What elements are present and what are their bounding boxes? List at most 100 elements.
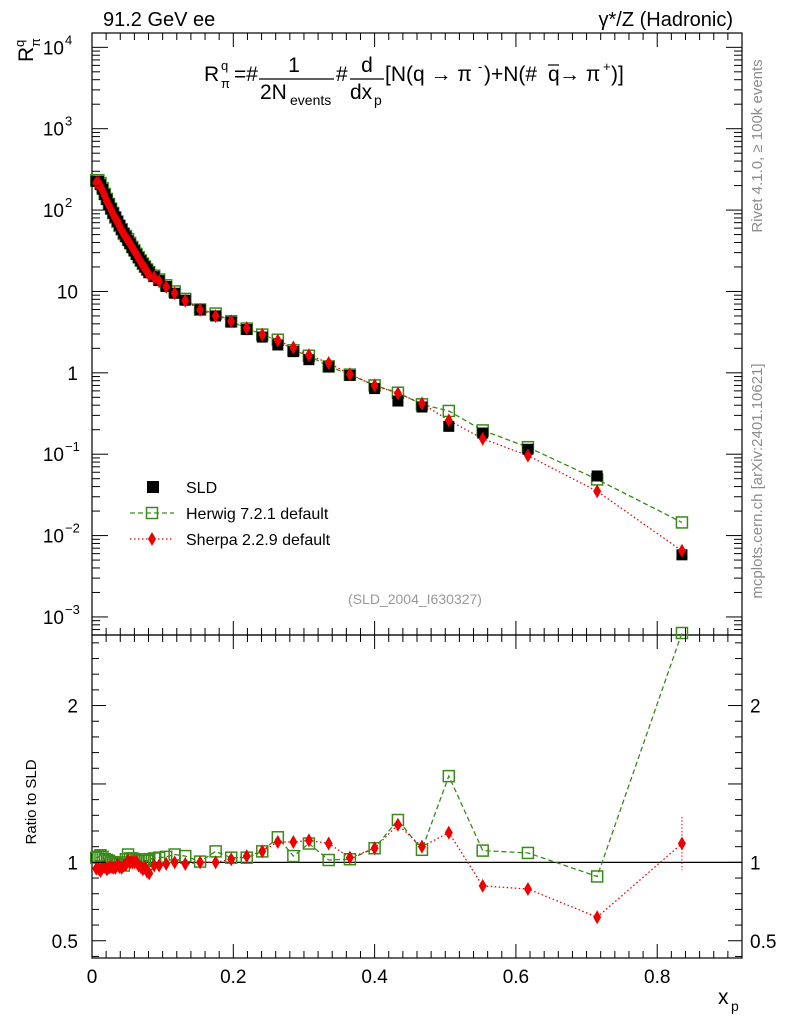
legend-label-sld: SLD <box>186 480 217 497</box>
sherpa-ratio-point <box>393 817 402 832</box>
sherpa-point <box>132 247 141 262</box>
sherpa-point <box>677 543 686 558</box>
sherpa-ratio-point <box>145 866 154 881</box>
formula-den-sub: events <box>290 92 331 108</box>
formula-sup2: + <box>603 59 611 74</box>
herwig-ratio-point <box>521 846 535 860</box>
y-tick-label: 10 <box>57 282 78 303</box>
sherpa-point <box>273 333 282 348</box>
ratio-tick-label-right: 0.5 <box>750 932 776 953</box>
y-tick-label-base: 1 <box>67 364 78 385</box>
ratio-tick-label-right: 2 <box>750 697 761 718</box>
sherpa-point <box>304 348 313 363</box>
rivet-version-label: Rivet 4.1.0, ≥ 100k events <box>749 59 766 232</box>
y-tick-label-base: 10 <box>43 38 64 59</box>
y-axis-label-sup: q <box>12 40 27 47</box>
formula-dden: dx <box>350 81 373 104</box>
sherpa-ratio-point <box>677 836 686 851</box>
analysis-tag: (SLD_2004_I630327) <box>348 591 482 607</box>
y-tick-label-base: 10 <box>43 120 64 141</box>
x-axis-label-sub: p <box>731 998 739 1014</box>
sherpa-point <box>478 431 487 446</box>
sherpa-point <box>170 286 179 301</box>
y-tick-label-exp: −2 <box>65 521 80 536</box>
ratio-tick-label: 0.5 <box>52 932 78 953</box>
sherpa-ratio-point <box>211 855 220 870</box>
sherpa-ratio-point <box>258 844 267 859</box>
y-axis-label-sub: π <box>28 38 43 47</box>
legend-label-herwig: Herwig 7.2.1 default <box>186 506 329 523</box>
herwig-ratio-point <box>322 853 335 867</box>
formula-den: 2N <box>260 81 287 104</box>
sherpa-ratio-point <box>289 834 298 849</box>
sherpa-point <box>181 293 190 308</box>
y-tick-label: 10 −1 <box>43 439 80 466</box>
formula-bracket: [N(q → π <box>385 63 472 86</box>
herwig-ratio-point <box>209 845 222 858</box>
sherpa-point <box>242 321 251 336</box>
sherpa-line <box>96 182 683 552</box>
legend-label-sherpa: Sherpa 2.2.9 default <box>186 532 331 549</box>
sherpa-ratio-point <box>170 855 179 870</box>
sherpa-ratio-point <box>162 856 171 871</box>
y-tick-label-exp: −3 <box>65 602 80 617</box>
y-tick-label: 10 −3 <box>43 602 80 629</box>
sherpa-ratio-point <box>242 849 251 864</box>
ratio-plot-frame <box>91 634 743 959</box>
formula-num: 1 <box>288 54 300 77</box>
y-tick-label: 1 <box>67 364 78 385</box>
sherpa-ratio-point <box>273 834 282 849</box>
y-tick-label: 10 4 <box>43 32 72 59</box>
x-tick-label: 0.6 <box>503 967 529 988</box>
ratio-tick-label-right: 1 <box>750 853 761 874</box>
y-tick-label-base: 10 <box>43 608 64 629</box>
y-tick-label: 10 2 <box>43 195 72 222</box>
y-tick-label-exp: 2 <box>65 195 72 210</box>
sherpa-point <box>155 274 164 289</box>
sherpa-ratio-point <box>155 858 164 873</box>
ratio-y-label: Ratio to SLD <box>23 759 40 844</box>
herwig-ratio-point <box>442 769 456 783</box>
sherpa-point <box>196 302 205 317</box>
sherpa-point <box>289 340 298 355</box>
energy-label: 91.2 GeV ee <box>103 9 215 31</box>
formula-sup1: - <box>478 59 482 74</box>
ratio-tick-label: 1 <box>67 853 78 874</box>
sherpa-ratio-point <box>593 910 602 925</box>
y-tick-label: 10 3 <box>43 114 72 141</box>
y-tick-label-base: 10 <box>43 527 64 548</box>
sherpa-point <box>258 327 267 342</box>
series-layer <box>89 173 689 561</box>
herwig-ratio-point <box>287 849 300 863</box>
formula-qbar: q <box>548 63 560 86</box>
mcplots-label: mcplots.cern.ch [arXiv:2401.10621] <box>749 363 766 598</box>
x-tick-label: 0.2 <box>220 967 246 988</box>
sherpa-ratio-point <box>150 858 159 873</box>
x-axis-label-main: x <box>718 986 729 1009</box>
y-tick-label-base: 10 <box>57 282 78 303</box>
y-axis-label: R q π <box>12 38 43 62</box>
sherpa-point <box>162 279 171 294</box>
sherpa-ratio-point <box>523 882 532 897</box>
formula-eq: =# <box>234 63 258 86</box>
sherpa-ratio-point <box>304 833 313 848</box>
x-tick-label: 0.8 <box>644 967 670 988</box>
ratio-tick-label: 2 <box>67 697 78 718</box>
legend: SLD Herwig 7.2.1 default Sherpa 2.2.9 de… <box>130 480 331 549</box>
sherpa-point <box>324 356 333 371</box>
formula-dden-sub: p <box>374 92 382 108</box>
sherpa-point <box>370 378 379 393</box>
x-axis-label: x p <box>718 986 739 1014</box>
legend-marker-sld <box>147 481 159 493</box>
formula-arrow2: → π <box>559 63 600 86</box>
formula-mid: # <box>336 63 348 86</box>
sherpa-point <box>523 448 532 463</box>
ratio-panel <box>91 634 743 959</box>
y-tick-label-base: 10 <box>43 445 64 466</box>
formula-lhs-sup: q <box>221 58 228 73</box>
herwig-ratio-point <box>675 626 689 640</box>
sld-point <box>392 395 404 407</box>
formula-lhs-sub: π <box>221 76 230 91</box>
